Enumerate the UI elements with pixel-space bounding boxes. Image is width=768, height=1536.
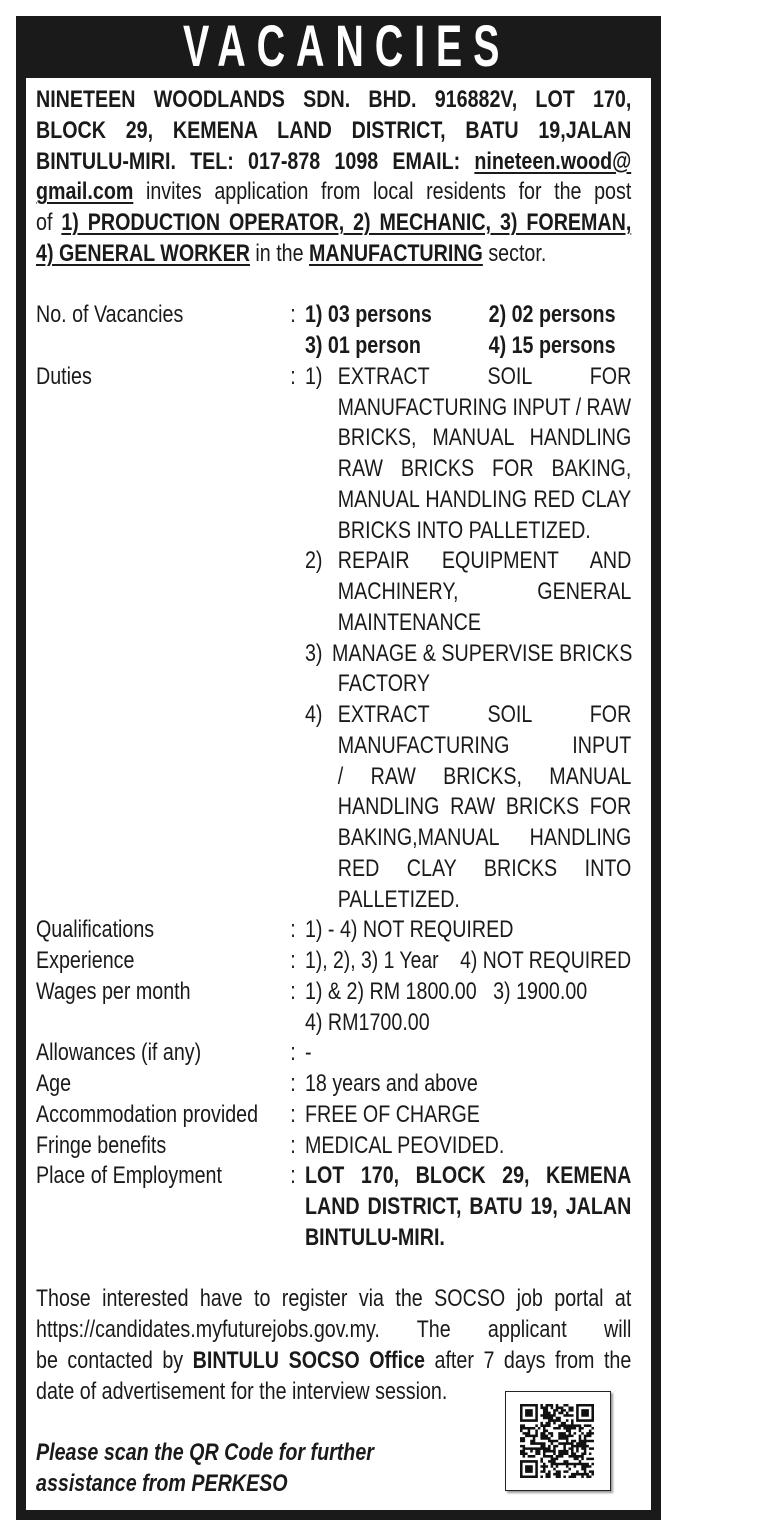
place-line: BINTULU-MIRI. [304, 1223, 445, 1251]
qr-modules [520, 1404, 594, 1478]
footer-line: be contacted by BINTULU SOCSO Office aft… [36, 1346, 632, 1374]
duty-line: RED CLAY BRICKS INTO [337, 854, 632, 882]
row-allowances: Allowances (if any): - [36, 1039, 312, 1067]
header-band: VACANCIES [16, 13, 661, 79]
row-duties: Duties : 1) EXTRACT SOIL FOR [36, 362, 632, 390]
duty-line: REPAIR EQUIPMENT AND [337, 547, 632, 575]
row-place: Place of Employment: LOT 170, BLOCK 29, K… [36, 1162, 632, 1190]
duty-line: / RAW BRICKS, MANUAL [337, 762, 632, 790]
wages-line-2: 4) RM1700.00 [304, 1008, 430, 1036]
qr-code-graphic [520, 1404, 594, 1478]
duty-line: PALLETIZED. [337, 885, 460, 913]
duty-line: MANUAL HANDLING RED CLAY [337, 485, 632, 513]
duty-line: MANAGE & SUPERVISE BRICKS [332, 639, 633, 667]
page-title: VACANCIES [182, 13, 511, 79]
row-experience: Experience:1), 2), 3) 1 Year 4) NOT REQU… [36, 947, 632, 974]
row-vacancies: No. of Vacancies : 1) 03 persons 2) 02 p… [36, 301, 616, 329]
duty-line: FACTORY [337, 670, 430, 698]
duty-line: BAKING,MANUAL HANDLING [337, 824, 632, 851]
row-wages: Wages per month:1) & 2) RM 1800.00 3) 19… [36, 977, 588, 1005]
footer-line: https://candidates.myfuturejobs.gov.my. … [36, 1316, 632, 1343]
row-qualifications: Qualifications:1) - 4) NOT REQUIRED [36, 916, 514, 944]
duty-line: BRICKS, MANUAL HANDLING [337, 424, 632, 452]
place-line: LAND DISTRICT, BATU 19, JALAN [304, 1193, 632, 1220]
duty-line: MANUFACTURING INPUT / RAW [337, 393, 632, 421]
email-link[interactable]: nineteen.wood@ [474, 147, 632, 175]
row-fringe: Fringe benefits: MEDICAL PEOVIDED. [36, 1131, 505, 1159]
posts: 1) PRODUCTION OPERATOR, 2) MECHANIC, 3) … [61, 209, 632, 236]
duty-line: MANUFACTURING INPUT [337, 731, 632, 759]
intro-line: 4) GENERAL WORKER in the MANUFACTURING s… [36, 239, 547, 267]
qr-note: Please scan the QR Code for further [36, 1439, 374, 1466]
ad-content: NINETEEN WOODLANDS SDN. BHD. 916882V, LO… [36, 85, 633, 1500]
intro-line: of 1) PRODUCTION OPERATOR, 2) MECHANIC, … [36, 209, 632, 236]
duty-line: RAW BRICKS FOR BAKING, [337, 455, 632, 482]
ad-body [26, 78, 651, 1510]
qr-code-icon[interactable] [505, 1391, 611, 1491]
intro-line: BINTULU-MIRI. TEL: 017-878 1098 EMAIL: n… [36, 147, 632, 175]
duty-line: MACHINERY, GENERAL [337, 578, 632, 605]
row-age: Age:18 years and above [36, 1070, 478, 1097]
intro-line: NINETEEN WOODLANDS SDN. BHD. 916882V, LO… [36, 86, 632, 113]
sector: MANUFACTURING [309, 239, 483, 267]
footer-line: Those interested have to register via th… [36, 1285, 632, 1313]
intro-line: BLOCK 29, KEMENA LAND DISTRICT, BATU 19,… [36, 116, 632, 144]
duty-line: EXTRACT SOIL FOR [337, 701, 632, 728]
duty-line: BRICKS INTO PALLETIZED. [337, 516, 591, 544]
row-vacancies-2: 3) 01 person 4) 15 persons [304, 332, 616, 359]
duty-line: MAINTENANCE [337, 608, 482, 636]
qr-note: assistance from PERKESO [36, 1469, 288, 1497]
email-link-cont[interactable]: gmail.com [36, 178, 134, 206]
row-accommodation: Accommodation provided: FREE OF CHARGE [36, 1100, 480, 1128]
duty-line: HANDLING RAW BRICKS FOR [337, 793, 632, 821]
footer-line: date of advertisement for the interview … [36, 1377, 448, 1405]
intro-line: gmail.com invites application from local… [36, 178, 632, 206]
